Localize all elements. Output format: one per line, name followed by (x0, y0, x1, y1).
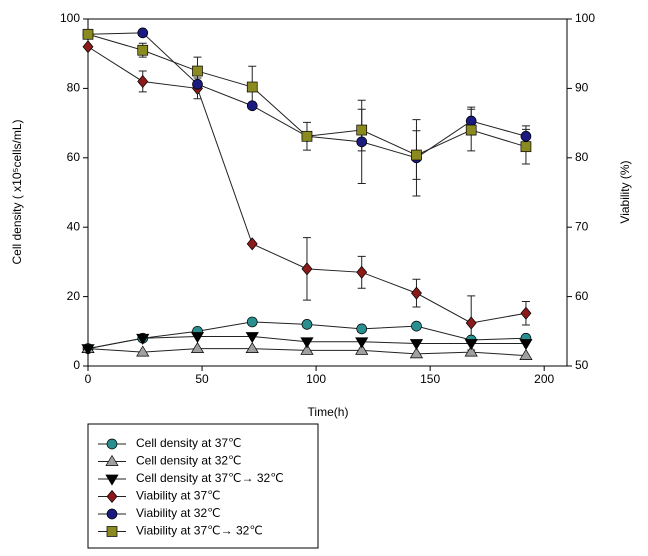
y-tick-label: 0 (73, 358, 80, 372)
marker (355, 343, 369, 355)
y2-tick-label: 60 (575, 289, 589, 303)
legend-label: Viability at 37℃ (136, 489, 221, 503)
y-tick-label: 40 (67, 219, 81, 233)
y-tick-label: 80 (67, 81, 81, 95)
x-tick-label: 200 (534, 372, 554, 386)
marker (464, 345, 478, 357)
marker (411, 286, 422, 300)
marker (82, 40, 94, 54)
marker (519, 348, 533, 360)
marker (300, 343, 314, 355)
x-tick-label: 150 (420, 372, 440, 386)
marker (356, 265, 368, 279)
marker (246, 81, 258, 93)
marker (411, 320, 422, 332)
marker (246, 100, 258, 112)
y2-tick-label: 80 (575, 150, 589, 164)
marker (465, 316, 477, 330)
marker (190, 341, 205, 353)
marker (137, 44, 149, 56)
marker (300, 337, 314, 349)
marker (245, 332, 259, 344)
legend-label: Viability at 37℃→ 32℃ (136, 524, 263, 538)
marker (356, 124, 368, 136)
marker (356, 323, 368, 335)
y2-axis-label: Viability (%) (618, 160, 632, 223)
y-tick-label: 100 (60, 11, 80, 25)
marker (246, 237, 258, 251)
y-tick-label: 20 (67, 289, 81, 303)
marker (520, 306, 532, 320)
marker (81, 344, 95, 356)
marker (301, 319, 313, 330)
marker (464, 339, 478, 351)
marker (192, 78, 203, 90)
marker (356, 136, 368, 148)
x-tick-label: 100 (306, 372, 326, 386)
marker (190, 332, 205, 344)
plot-frame (87, 18, 568, 367)
legend-label: Cell density at 37℃ (136, 436, 242, 450)
marker (355, 337, 369, 349)
y2-tick-label: 90 (575, 81, 589, 95)
marker (246, 316, 258, 328)
x-tick-label: 0 (85, 372, 92, 386)
legend-marker (106, 489, 118, 504)
marker (136, 333, 150, 345)
marker (82, 28, 94, 40)
x-tick-label: 50 (195, 372, 209, 386)
y-axis-label: Cell density ( x10⁵cells/mL) (10, 119, 24, 264)
legend-marker (105, 454, 119, 466)
marker (520, 141, 532, 153)
marker (245, 341, 259, 353)
marker (301, 262, 313, 276)
marker (409, 339, 424, 351)
x-axis-label: Time(h) (308, 405, 349, 419)
marker (519, 339, 533, 351)
marker (137, 27, 149, 39)
legend-label: Viability at 32℃ (136, 506, 221, 520)
marker (411, 149, 422, 161)
legend-marker (105, 474, 119, 486)
marker (409, 347, 424, 359)
y2-tick-label: 70 (575, 219, 589, 233)
y2-tick-label: 100 (575, 11, 595, 25)
marker (136, 345, 150, 357)
legend-box (87, 423, 319, 549)
marker (520, 130, 532, 142)
marker (192, 65, 203, 77)
marker (465, 124, 477, 136)
legend-marker (106, 438, 118, 450)
y2-tick-label: 50 (575, 358, 589, 372)
marker (137, 74, 149, 89)
legend-label: Cell density at 37℃→ 32℃ (136, 471, 284, 485)
legend-marker (106, 508, 118, 520)
marker (465, 115, 477, 127)
marker (301, 130, 313, 142)
legend-label: Cell density at 32℃ (136, 454, 242, 468)
legend-marker (106, 526, 118, 537)
y-tick-label: 60 (67, 150, 81, 164)
